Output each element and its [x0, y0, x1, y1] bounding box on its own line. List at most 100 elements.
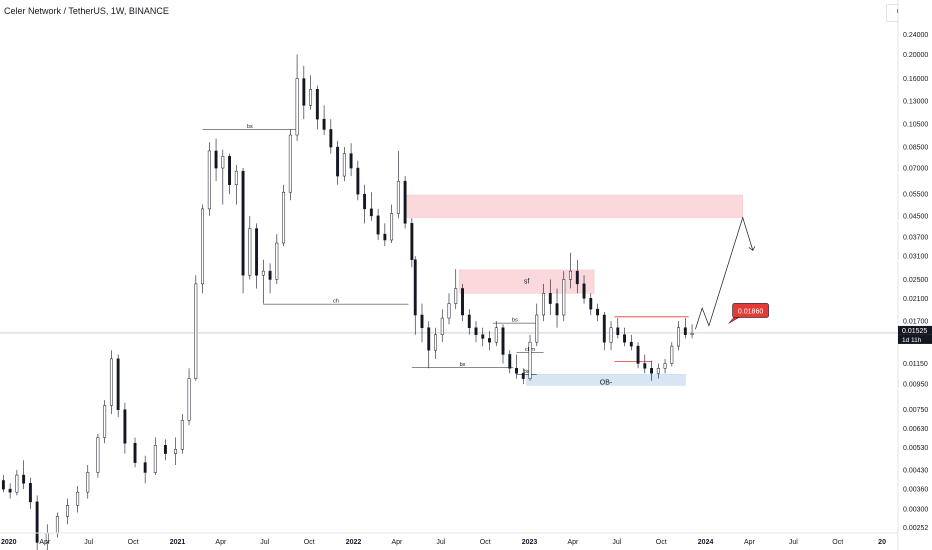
- candle-body-84: [602, 314, 606, 343]
- candle-body-83: [596, 308, 599, 316]
- x-tick-label-2: Jul: [84, 539, 93, 546]
- candle-body-92: [656, 368, 660, 374]
- candle-body-87: [623, 334, 626, 343]
- candle-body-10: [86, 472, 90, 493]
- zones-layer: sf OB-: [404, 194, 744, 386]
- candle-body-28: [228, 156, 232, 185]
- x-tick-label-5: Apr: [215, 539, 227, 546]
- candle-body-76: [548, 293, 552, 304]
- candle-body-40: [309, 89, 313, 106]
- candle-body-5: [35, 501, 39, 543]
- x-tick-label-19: Oct: [832, 539, 843, 546]
- candle-body-18: [153, 445, 157, 473]
- candles-layer: [1, 54, 694, 550]
- x-tick-label-6: Jul: [260, 539, 269, 546]
- candle-body-78: [562, 279, 566, 316]
- candle-body-94: [670, 345, 674, 364]
- candle-body-37: [288, 134, 292, 193]
- candle-body-38: [295, 78, 299, 136]
- candle-body-21: [180, 420, 184, 450]
- y-tick-label-14: 0.01150: [903, 361, 928, 368]
- y-tick-label-2: 0.16000: [903, 76, 928, 83]
- candle-body-63: [461, 288, 464, 316]
- y-tick-label-17: 0.00630: [903, 426, 928, 433]
- y-tick-label-11: 0.02500: [903, 277, 928, 284]
- candle-body-86: [616, 327, 620, 335]
- chart-title: Celer Network / TetherUS, 1W, BINANCE: [4, 6, 169, 16]
- candle-body-31: [248, 228, 252, 276]
- candle-body-79: [569, 270, 572, 280]
- annotation-lines-layer: bschbsbschmbs: [0, 124, 898, 375]
- candle-body-57: [420, 314, 424, 328]
- candle-body-55: [410, 223, 414, 260]
- candle-body-0: [1, 480, 5, 490]
- candle-body-15: [123, 409, 127, 444]
- candle-body-49: [369, 208, 373, 217]
- candle-body-52: [390, 213, 394, 241]
- candle-body-59: [434, 334, 437, 351]
- candle-body-61: [447, 303, 451, 319]
- candle-body-58: [427, 327, 431, 351]
- candle-body-93: [663, 363, 667, 369]
- x-tick-label-15: Oct: [656, 539, 667, 546]
- candle-body-42: [322, 118, 326, 130]
- candle-body-72: [521, 373, 525, 379]
- candle-body-1: [8, 488, 12, 493]
- y-tick-label-18: 0.00530: [903, 445, 928, 452]
- current-price-value: 0.01525: [902, 328, 927, 335]
- candle-body-25: [207, 150, 211, 210]
- candle-body-45: [342, 153, 346, 177]
- candle-body-81: [582, 283, 586, 299]
- x-tick-label-3: Oct: [128, 539, 139, 546]
- y-tick-label-20: 0.00360: [903, 487, 928, 494]
- x-tick-label-18: Jul: [789, 539, 798, 546]
- candle-body-90: [643, 363, 647, 369]
- candle-body-3: [22, 474, 26, 484]
- candle-body-32: [255, 228, 259, 276]
- ob-zone-label: OB-: [600, 379, 613, 386]
- candle-body-11: [96, 437, 100, 473]
- candle-body-80: [575, 270, 579, 285]
- candle-body-88: [629, 341, 633, 347]
- candle-body-16: [133, 443, 137, 463]
- candle-body-7: [55, 516, 59, 534]
- y-tick-label-12: 0.02100: [903, 296, 928, 303]
- sf-zone: [458, 269, 595, 294]
- candle-body-34: [268, 270, 272, 280]
- candle-body-70: [508, 354, 512, 369]
- candle-body-17: [143, 462, 147, 473]
- candle-body-89: [636, 345, 640, 364]
- ob-zone: [526, 374, 686, 386]
- candle-body-82: [589, 298, 593, 310]
- candle-body-62: [454, 288, 458, 304]
- target-label-value: 0.01860: [738, 308, 763, 315]
- candle-body-91: [650, 368, 654, 374]
- candle-body-8: [66, 505, 69, 517]
- x-tick-label-16: 2024: [698, 539, 714, 546]
- y-tick-label-6: 0.07000: [903, 166, 928, 173]
- candle-body-95: [677, 327, 681, 347]
- candle-body-69: [501, 327, 505, 355]
- candle-body-56: [413, 259, 417, 316]
- candle-body-26: [214, 150, 218, 169]
- candle-body-23: [194, 283, 198, 379]
- annotation-label-0: bs: [247, 124, 253, 130]
- x-tick-label-17: Apr: [744, 539, 756, 546]
- projection-layer: 0.01860: [695, 216, 769, 330]
- candle-body-43: [329, 129, 333, 148]
- candle-body-50: [376, 215, 380, 235]
- candle-body-60: [440, 317, 444, 335]
- annotation-label-5: bs: [524, 369, 530, 375]
- x-tick-label-1: Apr: [39, 539, 51, 546]
- candle-body-4: [28, 483, 32, 503]
- candle-body-74: [535, 314, 539, 343]
- candle-body-19: [163, 445, 167, 454]
- candle-body-35: [275, 242, 279, 280]
- annotation-label-2: bs: [460, 362, 466, 368]
- candle-body-54: [403, 180, 407, 224]
- sf-zone-label: sf: [524, 279, 530, 286]
- x-tick-label-14: Jul: [612, 539, 621, 546]
- candle-body-27: [221, 156, 225, 169]
- y-tick-label-8: 0.04500: [903, 213, 928, 220]
